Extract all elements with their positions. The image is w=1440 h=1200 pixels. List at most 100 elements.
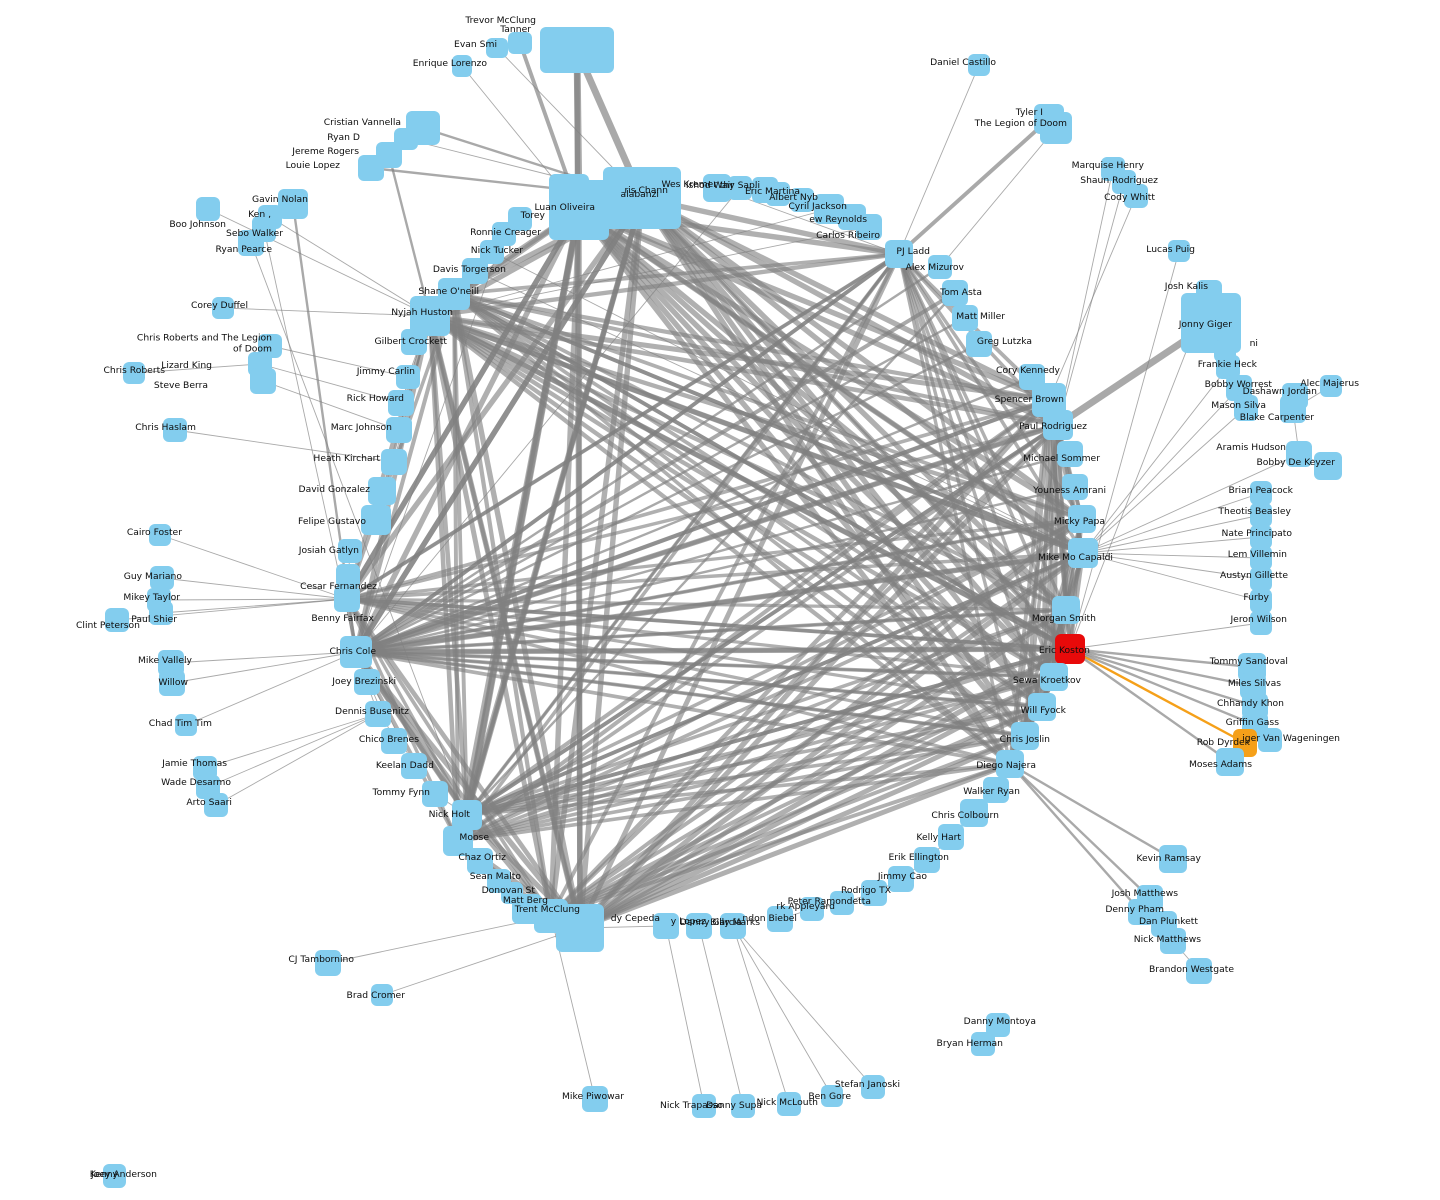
graph-node-peter-ramondetta[interactable] (830, 891, 854, 915)
graph-node-chico-brenes[interactable] (381, 728, 407, 754)
graph-node-kevin-ramsay[interactable] (1159, 845, 1187, 873)
graph-node-eric-koston[interactable] (1055, 634, 1085, 664)
graph-node-micky-papa[interactable] (1068, 505, 1096, 533)
graph-node-nick-mclouth[interactable] (777, 1092, 801, 1116)
graph-node-matt-miller[interactable] (952, 305, 978, 331)
graph-node-boo-johnson[interactable] (196, 197, 220, 221)
graph-node-josiah-gatlyn[interactable] (338, 539, 362, 563)
graph-node-rodrigo-tx[interactable] (861, 880, 887, 906)
graph-node-theotis-beasley[interactable] (1250, 503, 1272, 527)
graph-node-mike-piwowar[interactable] (582, 1086, 608, 1112)
graph-node-guy-mariano[interactable] (150, 566, 174, 590)
graph-node-brandon-westgate[interactable] (1186, 958, 1212, 984)
graph-node-mike-mo-capaldi[interactable] (1068, 538, 1098, 568)
graph-node-david-gonzalez[interactable] (368, 477, 396, 505)
graph-node-blake-carpenter[interactable] (1280, 395, 1306, 423)
graph-node-cody-cepeda[interactable] (556, 904, 604, 952)
graph-node-mark-appleyard[interactable] (800, 897, 824, 921)
graph-node-nick-matthews[interactable] (1160, 928, 1186, 954)
graph-node-billy-marks[interactable] (720, 913, 746, 939)
graph-node-enrique-lorenzo[interactable] (452, 55, 472, 77)
graph-node-youness-amrani[interactable] (1062, 474, 1088, 500)
graph-node-danny-supa[interactable] (731, 1094, 755, 1118)
graph-node-legion-of-doom[interactable] (1040, 112, 1072, 144)
graph-node-pj-ladd[interactable] (885, 240, 913, 268)
graph-node-paul-shier[interactable] (149, 601, 173, 625)
graph-node-furby[interactable] (1250, 589, 1272, 613)
graph-node-daniel-castillo[interactable] (968, 54, 990, 76)
graph-node-cairo-foster[interactable] (149, 524, 171, 546)
graph-node-steve-berra[interactable] (250, 368, 276, 394)
graph-node-chris-haslam[interactable] (163, 418, 187, 442)
graph-node-danny-garcia[interactable] (686, 913, 712, 939)
graph-node-tanner[interactable] (508, 32, 532, 54)
graph-node-louie-lopez[interactable] (358, 155, 384, 181)
graph-node-clint-peterson[interactable] (105, 608, 129, 632)
graph-node-trevor-mcclung[interactable] (540, 27, 614, 73)
graph-node-will-fyock[interactable] (1028, 693, 1056, 721)
graph-node-alex-mizurov[interactable] (928, 255, 952, 279)
graph-node-chris-joslin[interactable] (1011, 722, 1039, 750)
graph-node-lucas-puig[interactable] (1168, 240, 1190, 262)
graph-node-austyn-gillette[interactable] (1250, 567, 1272, 591)
graph-node-keelan-dadd[interactable] (401, 753, 427, 779)
graph-node-heath-kirchart[interactable] (381, 449, 407, 475)
graph-node-eric-martinez[interactable] (766, 182, 790, 206)
graph-node-brandon-biebel[interactable] (767, 906, 793, 932)
graph-node-aramis-hudson[interactable] (1286, 441, 1312, 467)
graph-node-jimmy-carlin[interactable] (396, 365, 420, 389)
graph-node-alec-majerus[interactable] (1320, 375, 1342, 397)
graph-node-marc-johnson[interactable] (386, 417, 412, 443)
graph-node-joey-brezinski[interactable] (354, 669, 380, 695)
graph-node-brad-cromer[interactable] (371, 984, 393, 1006)
graph-node-nate-principato[interactable] (1250, 525, 1272, 549)
graph-node-erik-ellington[interactable] (914, 847, 940, 873)
graph-node-michael-sommer[interactable] (1057, 441, 1083, 467)
graph-node-diego-najera[interactable] (996, 750, 1024, 778)
graph-node-arto-saari[interactable] (204, 793, 228, 817)
graph-node-gilbert-crockett[interactable] (401, 329, 427, 355)
graph-node-bobby-de-keyzer[interactable] (1314, 452, 1342, 480)
graph-node-nick-holt[interactable] (452, 800, 482, 830)
graph-node-willow[interactable] (159, 670, 185, 696)
graph-node-amrani-dup[interactable] (1214, 340, 1236, 362)
graph-node-benny-fairfax[interactable] (334, 586, 360, 612)
graph-node-cody-whitt[interactable] (1124, 184, 1148, 208)
graph-node-sewa-kroetkov[interactable] (1040, 663, 1068, 691)
graph-node-gavin-nolan[interactable] (278, 189, 308, 219)
graph-node-ishod-wair[interactable] (728, 176, 752, 200)
graph-node-chris-chann[interactable] (603, 167, 681, 229)
graph-node-evan-smith[interactable] (486, 38, 508, 58)
graph-node-tommy-fynn[interactable] (422, 781, 448, 807)
graph-node-moses-adams[interactable] (1216, 748, 1244, 776)
graph-node-brian-peacock[interactable] (1250, 481, 1272, 505)
graph-node-dennis-busenitz[interactable] (365, 701, 391, 727)
graph-node-paul-rodriguez[interactable] (1043, 410, 1073, 440)
graph-node-morgan-smith[interactable] (1052, 596, 1080, 624)
graph-node-ben-gore[interactable] (821, 1085, 843, 1107)
graph-node-chris-roberts[interactable] (123, 362, 145, 384)
graph-node-corey-duffel[interactable] (212, 297, 234, 319)
graph-node-kelly-hart[interactable] (938, 824, 964, 850)
graph-node-greg-lutzka[interactable] (966, 331, 992, 357)
graph-node-chad-tim-tim[interactable] (175, 714, 197, 736)
graph-node-denny-pham[interactable] (1128, 899, 1154, 925)
graph-node-ryan-pearce[interactable] (238, 230, 264, 256)
graph-node-joey-anderson[interactable] (106, 1164, 126, 1188)
graph-node-tom-asta[interactable] (942, 280, 968, 306)
graph-node-geiger-van-wageningen[interactable] (1258, 728, 1282, 752)
graph-node-nick-trapasso[interactable] (692, 1094, 716, 1118)
graph-node-cj-tambornino[interactable] (315, 950, 341, 976)
graph-node-stefan-janoski[interactable] (861, 1075, 885, 1099)
graph-node-lem-villemin[interactable] (1250, 546, 1272, 570)
graph-node-cesar-fernandez[interactable] (336, 564, 360, 588)
graph-node-jimmy-cao[interactable] (888, 866, 914, 892)
graph-node-walker-ryan[interactable] (983, 777, 1009, 803)
graph-node-luan-oliveira[interactable] (549, 180, 609, 240)
graph-node-carlos-ribeiro[interactable] (856, 214, 882, 240)
graph-node-mason-silva[interactable] (1234, 395, 1258, 421)
graph-node-rick-howard[interactable] (388, 390, 414, 416)
graph-node-chris-colbourn[interactable] (960, 799, 988, 827)
graph-node-bryan-herman[interactable] (971, 1032, 995, 1056)
graph-node-albert-nyberg[interactable] (790, 188, 814, 212)
